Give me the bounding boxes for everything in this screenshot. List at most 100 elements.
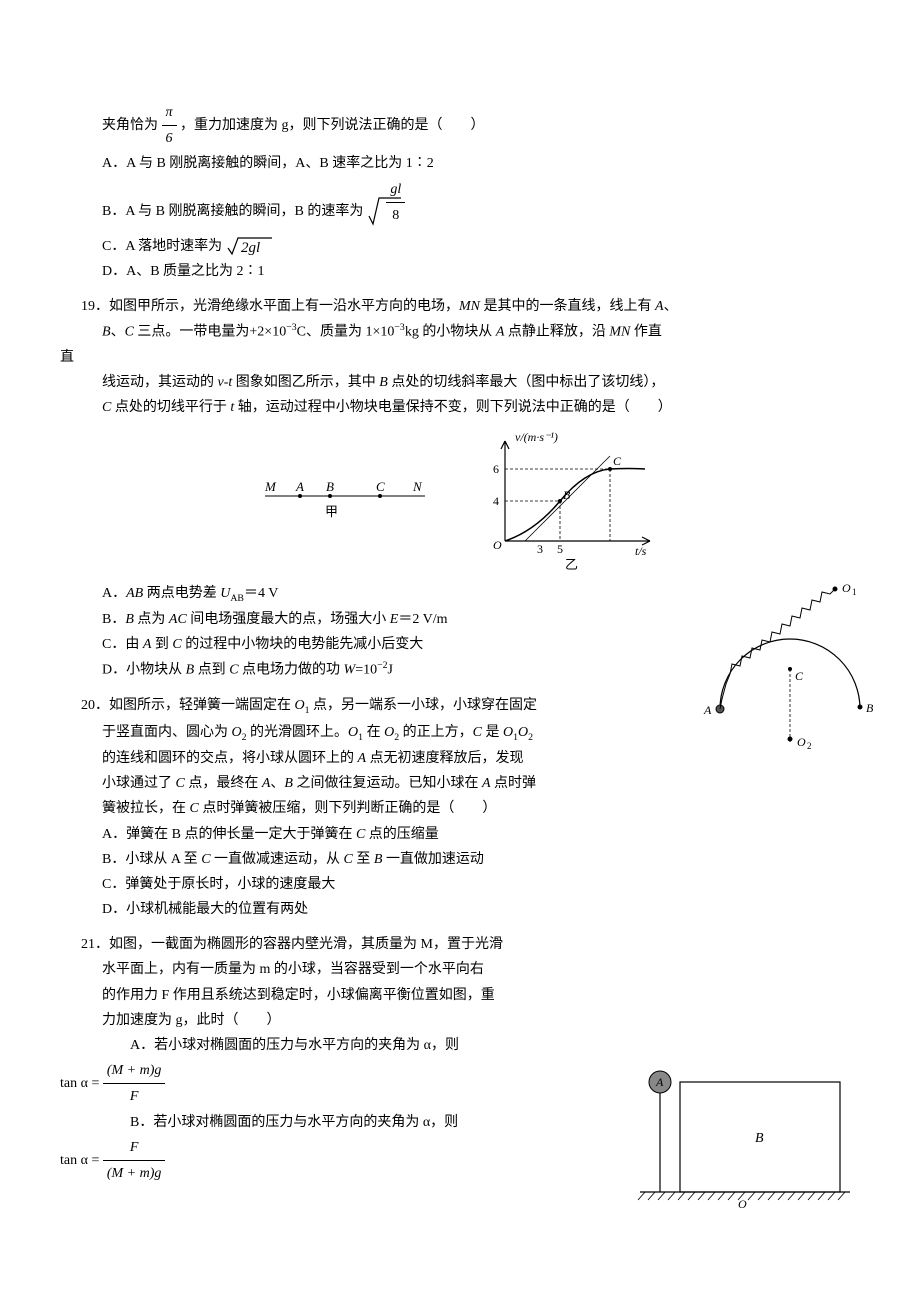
- var: O: [232, 725, 242, 740]
- text: 如图甲所示，光滑绝缘水平面上有一沿水平方向的电场，: [109, 299, 459, 314]
- var: B: [284, 776, 293, 791]
- text: 一直做加速运动: [382, 852, 484, 867]
- sup: −3: [394, 322, 404, 333]
- text: ＝4 V: [244, 586, 278, 601]
- text: 、: [111, 325, 125, 340]
- text: 点静止释放，沿: [504, 325, 609, 340]
- text: ＝2 V/m: [398, 612, 447, 627]
- var: U: [220, 586, 230, 601]
- var: O: [348, 725, 358, 740]
- sqrt-expr: 2gl: [226, 239, 274, 254]
- q18-option-a: A．A 与 B 刚脱离接触的瞬间，A、B 速率之比为 1∶2: [60, 151, 860, 176]
- q19-line3: 线运动，其运动的 v-t 图象如图乙所示，其中 B 点处的切线斜率最大（图中标出…: [60, 370, 860, 395]
- var: O: [295, 698, 305, 713]
- question-19: 19．如图甲所示，光滑绝缘水平面上有一沿水平方向的电场，MN 是其中的一条直线，…: [60, 294, 860, 683]
- fraction-gl-8: gl 8: [386, 177, 405, 228]
- text: C、质量为 1×10: [297, 325, 395, 340]
- q20-option-a: A．弹簧在 B 点的伸长量一定大于弹簧在 C 点的压缩量: [60, 822, 660, 847]
- q20-option-d: D．小球机械能最大的位置有两处: [60, 897, 660, 922]
- text: C．由: [102, 637, 143, 652]
- frac-num: π: [162, 100, 177, 126]
- fraction: (M + m)g F: [103, 1058, 166, 1109]
- text: 点的压缩量: [365, 827, 439, 842]
- text: 图象如图乙所示，其中: [232, 375, 379, 390]
- var: A: [655, 299, 664, 314]
- var: C: [229, 663, 238, 678]
- q20-option-b: B．小球从 A 至 C 一直做减速运动，从 C 至 B 一直做加速运动: [60, 847, 660, 872]
- text: 是其中的一条直线，线上有: [480, 299, 655, 314]
- var: B: [186, 663, 195, 678]
- q19-line-zhi: 直: [60, 345, 860, 370]
- var: B: [379, 375, 388, 390]
- text: 轴，运动过程中小物块电量保持不变，则下列说法中正确的是（ ）: [234, 400, 672, 415]
- var: v-t: [218, 375, 233, 390]
- sup: −3: [286, 322, 296, 333]
- x5: 5: [557, 542, 563, 556]
- text: 一直做减速运动，从: [211, 852, 344, 867]
- text: 小球通过了: [102, 776, 176, 791]
- text: 作直: [630, 325, 662, 340]
- text: 夹角恰为: [102, 118, 158, 133]
- sub: AB: [230, 592, 244, 603]
- question-number: 19．: [81, 299, 109, 314]
- sub: 2: [528, 731, 533, 742]
- O: O: [493, 538, 502, 552]
- frac-num: gl: [386, 177, 405, 203]
- label-B: B: [326, 479, 334, 494]
- text: 、: [270, 776, 284, 791]
- text: 点为: [134, 612, 169, 627]
- svg-text:1: 1: [852, 587, 857, 597]
- var: AC: [169, 612, 187, 627]
- text: 两点电势差: [143, 586, 220, 601]
- text: 点处的切线平行于: [111, 400, 230, 415]
- svg-text:O: O: [738, 1197, 747, 1211]
- ylabel: v/(m·s⁻¹): [515, 431, 558, 444]
- q20-line3: 的连线和圆环的交点，将小球从圆环上的 A 点无初速度释放后，发现: [60, 746, 660, 771]
- fraction: F (M + m)g: [103, 1135, 166, 1186]
- text: B．: [102, 612, 125, 627]
- label-C: C: [376, 479, 385, 494]
- text: 点时弹: [491, 776, 537, 791]
- q18-option-d: D．A、B 质量之比为 2∶1: [60, 259, 860, 284]
- var: C: [125, 325, 134, 340]
- lhs: tan α =: [60, 1153, 99, 1168]
- q18-line1: 夹角恰为 π 6 ，重力加速度为 g，则下列说法正确的是（ ）: [60, 100, 860, 151]
- frac-num: F: [103, 1135, 166, 1161]
- q20-line2: 于竖直面内、圆心为 O2 的光滑圆环上。O1 在 O2 的正上方，C 是 O1O…: [60, 720, 660, 746]
- q21-line3: 的作用力 F 作用且系统达到稳定时，小球偏离平衡位置如图，重: [60, 983, 860, 1008]
- frac-den: F: [103, 1084, 166, 1109]
- x3: 3: [537, 542, 543, 556]
- q18-option-b: B．A 与 B 刚脱离接触的瞬间，B 的速率为 gl 8: [60, 177, 860, 234]
- text: 到: [151, 637, 172, 652]
- q20-line5: 簧被拉长，在 C 点时弹簧被压缩，则下列判断正确的是（ ）: [60, 796, 660, 821]
- label-jia: 甲: [325, 504, 338, 519]
- q19-stem: 19．如图甲所示，光滑绝缘水平面上有一沿水平方向的电场，MN 是其中的一条直线，…: [60, 294, 860, 345]
- text: 点到: [194, 663, 229, 678]
- var: C: [201, 852, 210, 867]
- text: kg 的小物块从: [405, 325, 496, 340]
- label-C: C: [613, 454, 622, 468]
- text: A．: [102, 586, 126, 601]
- fraction-pi-6: π 6: [162, 100, 177, 151]
- var: C: [172, 637, 181, 652]
- q21-line4: 力加速度为 g，此时（ ）: [60, 1008, 860, 1033]
- text: 是: [482, 725, 503, 740]
- label-M: M: [264, 479, 277, 494]
- q19-line1: 19．如图甲所示，光滑绝缘水平面上有一沿水平方向的电场，MN 是其中的一条直线，…: [60, 294, 860, 319]
- svg-text:C: C: [795, 669, 804, 683]
- svg-text:A: A: [655, 1075, 664, 1089]
- q19-line4: C 点处的切线平行于 t 轴，运动过程中小物块电量保持不变，则下列说法中正确的是…: [60, 395, 860, 420]
- var: B: [125, 612, 134, 627]
- frac-den: 6: [162, 126, 177, 151]
- q21-line1: 21．如图，一截面为椭圆形的容器内壁光滑，其质量为 M，置于光滑: [60, 932, 860, 957]
- q20-line4: 小球通过了 C 点，最终在 A、B 之间做往复运动。已知小球在 A 点时弹: [60, 771, 660, 796]
- text: C．A 落地时速率为: [102, 239, 222, 254]
- q19-line2: B、C 三点。一带电量为+2×10−3C、质量为 1×10−3kg 的小物块从 …: [60, 319, 860, 345]
- text: B．小球从 A 至: [102, 852, 201, 867]
- label-B: B: [563, 488, 571, 502]
- text: ，重力加速度为 g，则下列说法正确的是（ ）: [180, 118, 485, 133]
- var: A: [358, 751, 367, 766]
- q18-option-c: C．A 落地时速率为 2gl: [60, 234, 860, 259]
- var: C: [344, 852, 353, 867]
- var: AB: [126, 586, 143, 601]
